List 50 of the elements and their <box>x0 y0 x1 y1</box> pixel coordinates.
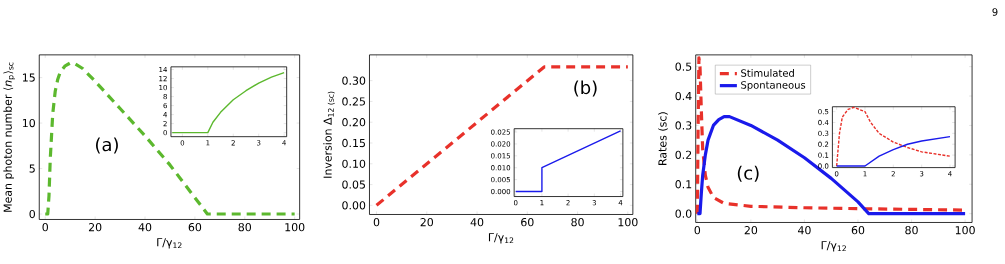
annotation: (c) <box>737 165 759 182</box>
y-tick-label: 0.25 <box>342 97 365 106</box>
y-tick-label: 0.30 <box>342 76 366 85</box>
line-series <box>695 114 967 216</box>
y-tick-label: 0.00 <box>342 201 366 210</box>
x-tick-label: 100 <box>955 225 975 235</box>
y-tick-label: 15 <box>22 73 35 82</box>
y-tick-label: 0.1 <box>675 179 692 189</box>
x-tick-label: 100 <box>618 217 638 227</box>
y-tick-label: 0.3 <box>675 121 692 130</box>
y-axis-title: Mean photon number ⟨n$_{p}$⟩$_{sc}$ <box>3 62 15 212</box>
x-tick-label: 0 <box>42 222 48 232</box>
x-tick-label: 80 <box>905 225 918 235</box>
y-tick-label: 0.4 <box>675 91 692 100</box>
x-tick-label: 20 <box>420 217 434 227</box>
line-series <box>43 61 297 216</box>
x-tick-label: 80 <box>238 222 252 232</box>
x-tick-label: 60 <box>188 222 202 232</box>
legend-label: Stimulated <box>741 68 794 77</box>
x-tick-label: 40 <box>138 222 152 232</box>
y-tick-label: 0.0 <box>675 209 692 218</box>
y-tick-label: 0.2 <box>675 150 692 159</box>
y-axis-title: Inversion Δ$_{12 (sc)}$ <box>323 91 335 178</box>
y-tick-label: 0 <box>29 209 35 218</box>
x-axis-title: Γ/γ$_{12}$ <box>821 240 846 252</box>
legend-label: Spontaneous <box>741 80 806 91</box>
x-tick-label: 80 <box>571 217 584 227</box>
text: 9 <box>992 8 998 16</box>
x-axis-title: Γ/γ$_{12}$ <box>157 237 182 249</box>
x-tick-label: 20 <box>744 225 758 235</box>
y-tick-label: 0.15 <box>342 138 365 147</box>
x-tick-label: 20 <box>88 222 102 232</box>
x-tick-label: 40 <box>470 217 484 227</box>
annotation: (b) <box>574 80 597 97</box>
y-tick-label: 0.20 <box>342 117 366 127</box>
x-tick-label: 60 <box>521 217 534 227</box>
y-tick-label: 0.5 <box>675 62 692 71</box>
y-tick-label: 0.10 <box>342 159 366 168</box>
line-series <box>835 135 951 167</box>
x-tick-label: 100 <box>285 222 305 232</box>
x-tick-label: 0 <box>373 217 380 227</box>
y-tick-label: 5 <box>29 164 35 173</box>
y-tick-label: 0.05 <box>342 180 365 189</box>
x-tick-label: 40 <box>797 225 811 235</box>
annotation: (a) <box>96 137 118 154</box>
x-tick-label: 0 <box>694 225 701 235</box>
x-tick-label: 60 <box>851 225 865 235</box>
x-axis-title: Γ/γ$_{12}$ <box>488 232 514 244</box>
y-tick-label: 10 <box>22 118 35 128</box>
y-axis-title: Rates (sc) <box>658 112 668 165</box>
